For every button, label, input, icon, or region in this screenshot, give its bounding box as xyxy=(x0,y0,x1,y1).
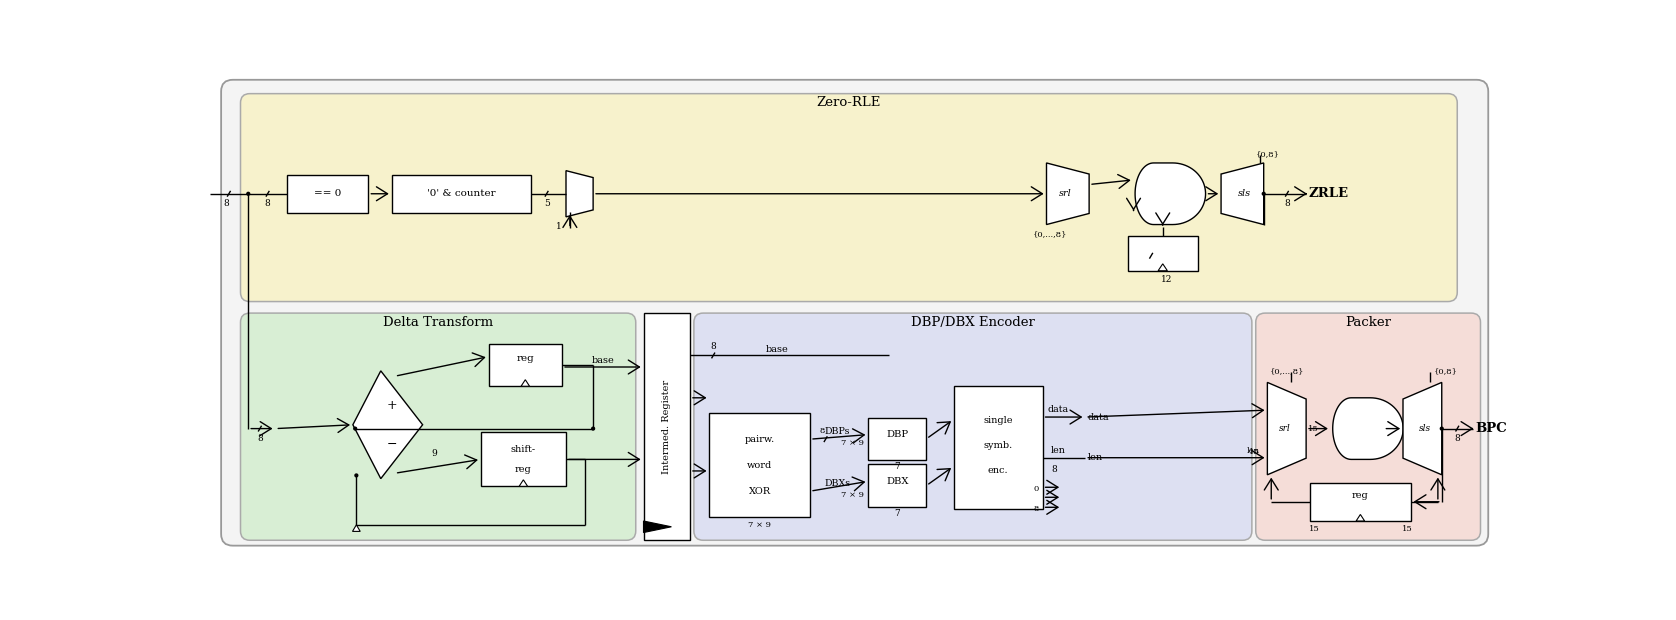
Text: {0,...,8}: {0,...,8} xyxy=(1032,230,1068,238)
Bar xyxy=(644,313,691,540)
Text: word: word xyxy=(747,461,773,470)
Polygon shape xyxy=(566,170,593,217)
Text: +: + xyxy=(385,399,397,412)
Polygon shape xyxy=(1267,383,1306,475)
Text: reg: reg xyxy=(516,354,535,363)
Text: 12: 12 xyxy=(1161,275,1172,285)
Text: symb.: symb. xyxy=(984,441,1012,450)
Text: 15: 15 xyxy=(1309,425,1319,433)
Text: {0,8}: {0,8} xyxy=(1255,149,1279,157)
Text: 8: 8 xyxy=(1284,199,1291,208)
Bar xyxy=(287,174,369,213)
Text: 7 × 9: 7 × 9 xyxy=(841,439,865,447)
Text: pairw.: pairw. xyxy=(744,435,774,444)
Text: 8: 8 xyxy=(1034,505,1039,513)
Circle shape xyxy=(246,192,250,195)
Text: 8: 8 xyxy=(1051,465,1058,474)
Text: BPC: BPC xyxy=(1475,422,1507,435)
FancyBboxPatch shape xyxy=(240,94,1456,301)
Text: Delta Transform: Delta Transform xyxy=(384,316,493,329)
Text: 8: 8 xyxy=(265,199,270,208)
FancyBboxPatch shape xyxy=(694,313,1252,540)
Text: base: base xyxy=(592,356,613,365)
Text: 15: 15 xyxy=(1401,525,1413,533)
Text: '0' & counter: '0' & counter xyxy=(427,189,496,198)
Polygon shape xyxy=(1158,264,1168,271)
Circle shape xyxy=(592,427,595,430)
Text: 8: 8 xyxy=(711,342,716,351)
Text: srl: srl xyxy=(1059,189,1073,198)
Text: {0,8}: {0,8} xyxy=(1433,367,1458,375)
Text: Zero-RLE: Zero-RLE xyxy=(816,96,882,109)
Text: 7: 7 xyxy=(895,509,900,518)
Text: 8: 8 xyxy=(256,434,263,443)
Bar xyxy=(709,413,810,517)
Text: ZRLE: ZRLE xyxy=(1309,187,1349,200)
Polygon shape xyxy=(1332,398,1403,459)
Text: −: − xyxy=(387,438,397,451)
Bar xyxy=(868,418,927,460)
Text: 15: 15 xyxy=(1249,448,1260,456)
Text: single: single xyxy=(984,416,1012,425)
Text: sls: sls xyxy=(1418,424,1431,433)
Text: Intermed. Register: Intermed. Register xyxy=(662,379,672,474)
Text: reg: reg xyxy=(515,464,531,474)
Polygon shape xyxy=(1222,163,1264,224)
Text: enc.: enc. xyxy=(987,466,1009,474)
Polygon shape xyxy=(1356,515,1364,521)
FancyBboxPatch shape xyxy=(1255,313,1480,540)
Text: reg: reg xyxy=(1353,492,1369,500)
Polygon shape xyxy=(644,521,672,533)
Bar xyxy=(868,464,927,507)
Text: DBP/DBX Encoder: DBP/DBX Encoder xyxy=(912,316,1034,329)
Polygon shape xyxy=(1135,163,1205,224)
Circle shape xyxy=(355,474,357,477)
Circle shape xyxy=(1440,427,1443,430)
Text: DBXs: DBXs xyxy=(825,479,850,488)
Bar xyxy=(392,174,531,213)
Text: 15: 15 xyxy=(1309,525,1319,533)
Text: XOR: XOR xyxy=(749,487,771,495)
Polygon shape xyxy=(521,379,530,386)
Text: 8: 8 xyxy=(223,199,230,208)
Text: 9: 9 xyxy=(431,450,437,458)
FancyBboxPatch shape xyxy=(221,80,1488,546)
Text: Packer: Packer xyxy=(1346,316,1391,329)
Text: 8: 8 xyxy=(1455,434,1460,443)
Circle shape xyxy=(1262,192,1265,195)
Text: DBPs: DBPs xyxy=(825,427,850,436)
Polygon shape xyxy=(352,525,360,531)
Text: shift-: shift- xyxy=(511,445,536,454)
Text: data: data xyxy=(1048,405,1069,414)
Text: DBX: DBX xyxy=(887,477,908,486)
Text: srl: srl xyxy=(1279,424,1291,433)
Text: len: len xyxy=(1051,446,1066,454)
Bar xyxy=(1128,236,1198,271)
Text: == 0: == 0 xyxy=(313,189,342,198)
Polygon shape xyxy=(354,371,422,479)
Text: DBP: DBP xyxy=(887,430,908,439)
Text: base: base xyxy=(766,345,789,354)
FancyBboxPatch shape xyxy=(240,313,635,540)
Text: 0: 0 xyxy=(1034,485,1039,493)
Polygon shape xyxy=(1046,163,1089,224)
Text: len: len xyxy=(1088,453,1103,462)
Bar xyxy=(488,344,561,386)
Polygon shape xyxy=(520,480,528,486)
Text: 8: 8 xyxy=(820,427,825,435)
Text: sls: sls xyxy=(1239,189,1252,198)
Text: 1: 1 xyxy=(556,221,561,231)
Text: data: data xyxy=(1088,412,1110,422)
Text: 7 × 9: 7 × 9 xyxy=(747,521,771,529)
Text: {0,...,8}: {0,...,8} xyxy=(1269,367,1304,375)
Bar xyxy=(481,433,566,486)
Text: 7: 7 xyxy=(895,463,900,471)
Bar xyxy=(1311,482,1411,521)
Circle shape xyxy=(354,427,357,430)
Text: len: len xyxy=(1247,447,1260,455)
Text: 5: 5 xyxy=(543,199,550,208)
Polygon shape xyxy=(1403,383,1441,475)
Bar xyxy=(954,386,1042,510)
Text: 7 × 9: 7 × 9 xyxy=(841,491,865,499)
